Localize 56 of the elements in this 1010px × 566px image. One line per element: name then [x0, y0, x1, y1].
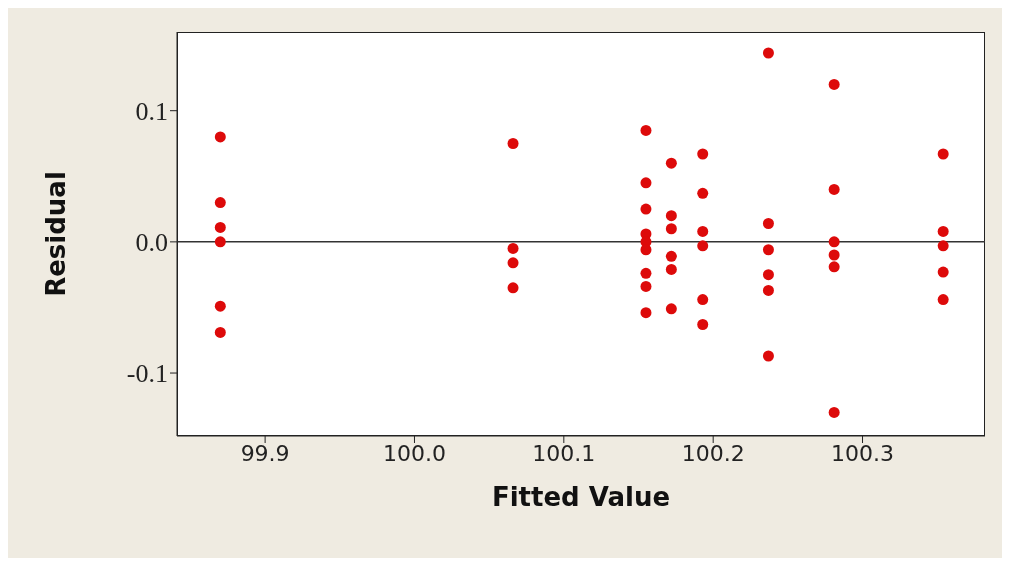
point	[828, 406, 840, 418]
point	[214, 236, 226, 248]
point	[762, 244, 774, 256]
y-axis-title: Residual	[41, 171, 72, 297]
point	[762, 47, 774, 59]
point	[665, 303, 677, 315]
x-tick-label: 100.3	[831, 440, 895, 466]
point	[640, 280, 652, 292]
point	[828, 249, 840, 261]
point	[214, 326, 226, 338]
x-tick-label: 99.9	[240, 440, 290, 466]
point	[507, 242, 519, 254]
point	[762, 350, 774, 362]
point	[828, 183, 840, 195]
y-tick-label: -0.1	[126, 359, 168, 389]
x-tick-label: 100.2	[681, 440, 745, 466]
point	[214, 197, 226, 209]
point	[937, 225, 949, 237]
point	[697, 319, 709, 331]
point	[214, 300, 226, 312]
point	[697, 148, 709, 160]
point	[640, 267, 652, 279]
point	[665, 157, 677, 169]
point	[665, 223, 677, 235]
point	[640, 177, 652, 189]
point	[828, 78, 840, 90]
point	[762, 284, 774, 296]
point	[640, 203, 652, 215]
point	[697, 240, 709, 252]
x-tick-label: 100.0	[382, 440, 446, 466]
y-tick-label: 0.0	[135, 228, 168, 258]
y-tick-label: 0.1	[135, 96, 168, 126]
point	[762, 218, 774, 230]
point	[937, 148, 949, 160]
point	[640, 307, 652, 319]
x-axis-title: Fitted Value	[491, 482, 671, 513]
x-tick-label: 100.1	[532, 440, 596, 466]
point	[828, 261, 840, 273]
point	[665, 250, 677, 262]
point	[640, 244, 652, 256]
point	[665, 210, 677, 222]
point	[507, 137, 519, 149]
point	[640, 124, 652, 136]
point	[697, 225, 709, 237]
point	[937, 266, 949, 278]
point	[507, 257, 519, 269]
point	[507, 282, 519, 294]
point	[214, 221, 226, 233]
point	[828, 236, 840, 248]
point	[937, 294, 949, 306]
point	[665, 263, 677, 275]
point	[697, 187, 709, 199]
point	[697, 294, 709, 306]
point	[214, 131, 226, 143]
point	[762, 269, 774, 281]
point	[937, 240, 949, 252]
